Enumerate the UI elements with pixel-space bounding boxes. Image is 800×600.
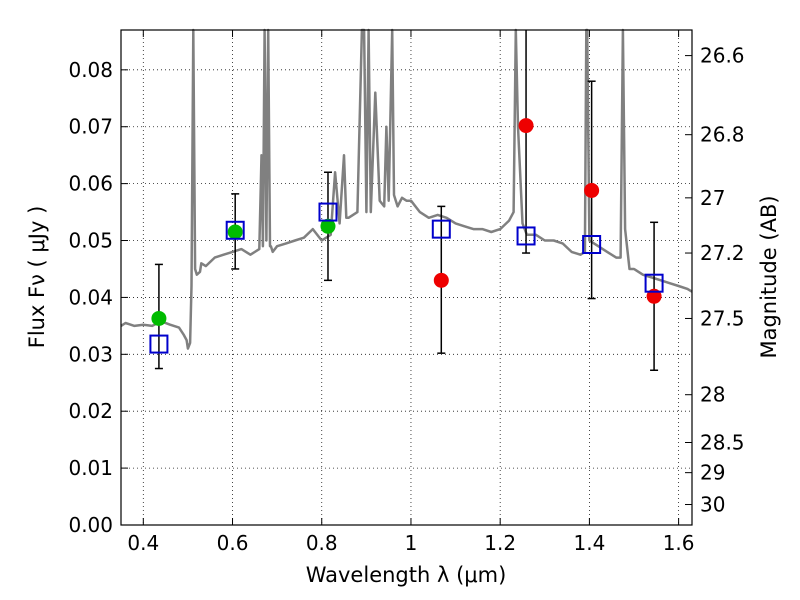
- x-axis-label: Wavelength λ (μm): [306, 563, 507, 587]
- grid-layer: [121, 30, 692, 526]
- model-band-square: [431, 219, 451, 239]
- observed-point-red: [518, 118, 534, 134]
- model-band-square: [582, 235, 602, 254]
- y-tick-label: 0.00: [68, 513, 113, 537]
- model-band-square: [225, 220, 245, 240]
- y2-tick-label: 28: [700, 383, 725, 407]
- model-band-square: [149, 334, 169, 354]
- errorbar-layer: [154, 30, 659, 371]
- x-tick-label: 1.2: [484, 531, 516, 555]
- y-tick-label: 0.02: [68, 399, 113, 423]
- plot-frame: [120, 29, 693, 526]
- y-tick-label: 0.03: [68, 342, 113, 366]
- model-band-square: [516, 226, 536, 246]
- observed-point-green: [320, 218, 336, 234]
- observed-point-green: [151, 310, 167, 326]
- y2-tick-label: 28.5: [700, 431, 745, 455]
- y2-tick-label: 27.2: [700, 241, 745, 265]
- model-spectrum-line: [120, 28, 693, 350]
- y2-tick-label: 26.6: [700, 44, 745, 68]
- tick-layer: 0.4 0.6 0.8 1 1.2 1.4 1.6 0.00 0.01 0.02 0.03 0.04 0…: [68, 30, 745, 555]
- y-tick-label: 0.01: [68, 456, 113, 480]
- marker-layer: [149, 118, 664, 354]
- y2-tick-label: 27.5: [700, 306, 745, 330]
- x-tick-label: 1: [405, 531, 418, 555]
- spectrum-layer: [120, 28, 693, 350]
- observed-point-red: [584, 182, 600, 198]
- x-tick-label: 0.8: [306, 531, 338, 555]
- y2-tick-label: 30: [700, 493, 725, 517]
- model-band-square: [318, 202, 338, 222]
- y-tick-label: 0.04: [68, 285, 113, 309]
- observed-point-green: [227, 224, 243, 240]
- observed-point-red: [433, 272, 449, 288]
- y2-tick-label: 27: [700, 186, 725, 210]
- x-tick-label: 0.6: [217, 531, 249, 555]
- x-tick-label: 1.4: [573, 531, 605, 555]
- y-tick-label: 0.05: [68, 229, 113, 253]
- x-tick-label: 1.6: [663, 531, 695, 555]
- y2-tick-label: 29: [700, 461, 725, 485]
- x-tick-label: 0.4: [127, 531, 159, 555]
- model-band-square: [644, 273, 664, 293]
- y-tick-label: 0.08: [68, 58, 113, 82]
- y-tick-label: 0.06: [68, 172, 113, 196]
- y-tick-label: 0.07: [68, 115, 113, 139]
- y2-axis-label: Magnitude (AB): [757, 195, 781, 358]
- y2-tick-label: 26.8: [700, 123, 745, 147]
- y-axis-label: Flux Fν ( μJy ): [25, 206, 49, 349]
